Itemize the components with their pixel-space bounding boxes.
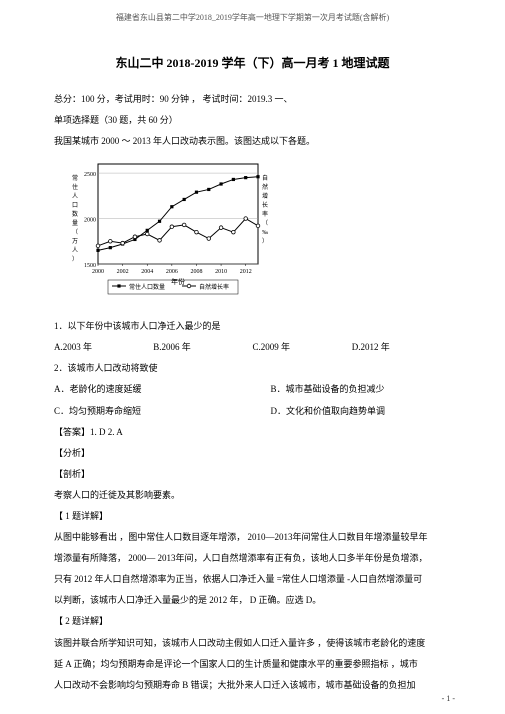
section-line: 单项选择题（30 题，共 60 分） — [54, 112, 451, 129]
q1-opt-c: C.2009 年 — [253, 339, 352, 356]
svg-text:自然增长率: 自然增长率 — [199, 283, 229, 291]
q1-stem: 1．以下年份中该城市人口净迁入最少的是 — [54, 318, 451, 335]
svg-text:2006: 2006 — [166, 269, 178, 275]
detail1-l2: 增添量有所降落， 2000— 2013年间，人口自然增添率有正有负，该地人口多半… — [54, 550, 451, 567]
q2-row1: A．老龄化的速度延缓 B．城市基础设备的负担减少 — [54, 381, 451, 398]
svg-text:2012: 2012 — [240, 269, 252, 275]
svg-text:人: 人 — [72, 247, 78, 254]
svg-text:然: 然 — [262, 183, 268, 191]
q2-opt-a: A．老龄化的速度延缓 — [54, 381, 271, 398]
svg-text:量: 量 — [72, 220, 78, 227]
q2-opt-b: B．城市基础设备的负担减少 — [271, 381, 451, 398]
pouxi-body: 考察人口的迁徙及其影响要素。 — [54, 487, 451, 504]
detail1-l3: 只有 2012 年人口自然增添率为正当，依据人口净迁入量 =常住人口增添量 -人… — [54, 571, 451, 588]
svg-text:）: ） — [262, 238, 268, 245]
detail2-l2: 延 A 正确；均匀预期寿命是评论一个国家人口的生计质量和健康水平的重要参照指标 … — [54, 656, 451, 673]
detail1-l1: 从图中能够看出 ，图中常住人口数目逐年增添， 2010—2013年间常住人口数目… — [54, 529, 451, 546]
q1-opt-a: A.2003 年 — [54, 339, 153, 356]
svg-text:2500: 2500 — [84, 172, 96, 178]
q1-opt-d: D.2012 年 — [352, 339, 451, 356]
svg-text:）: ） — [72, 256, 78, 263]
page-number: - 1 - — [442, 691, 455, 706]
svg-text:万: 万 — [72, 238, 78, 245]
svg-text:2000: 2000 — [84, 218, 96, 224]
detail2-h: 【 2 题详解】 — [54, 613, 451, 630]
q2-stem: 2．该城市人口改动将致使 — [54, 360, 451, 377]
pouxi-h: 【剖析】 — [54, 466, 451, 483]
detail2-l1: 该图并联合所学知识可知，该城市人口改动主假如人口迁入量许多 ，使得该城市老龄化的… — [54, 635, 451, 652]
svg-text:（: （ — [72, 229, 78, 236]
q2-row2: C．均匀预期寿命缩短 D．文化和价值取向趋势单调 — [54, 403, 451, 420]
detail1-l4: 以判断，该城市人口净迁入量最少的是 2012 年， D 正确。应选 D。 — [54, 592, 451, 609]
doc-header: 福建省东山县第二中学2018_2019学年高一地理下学期第一次月考试题(含解析) — [0, 10, 505, 25]
q2-opt-c: C．均匀预期寿命缩短 — [54, 403, 271, 420]
svg-text:率: 率 — [262, 210, 268, 218]
svg-text:增: 增 — [262, 192, 268, 200]
svg-text:口: 口 — [72, 202, 78, 209]
answer: 【答案】1. D 2. A — [54, 424, 451, 441]
population-chart: 1500200025002000200220042006200820102012… — [62, 156, 272, 312]
svg-text:2000: 2000 — [92, 269, 104, 275]
svg-text:人: 人 — [72, 193, 78, 200]
svg-text:2002: 2002 — [117, 269, 129, 275]
svg-text:常住人口数量: 常住人口数量 — [129, 283, 165, 291]
fenxi-h: 【分析】 — [54, 445, 451, 462]
q1-opt-b: B.2006 年 — [153, 339, 252, 356]
detail2-l3: 人口改动不会影响均匀预期寿命 B 错误；大批外来人口迁入该城市，城市基础设备的负… — [54, 677, 451, 694]
svg-text:长: 长 — [262, 201, 268, 209]
intro-line: 我国某城市 2000 ～ 2013 年人口改动表示图。该图达成以下各题。 — [54, 133, 451, 150]
svg-text:年份: 年份 — [171, 277, 185, 286]
svg-text:2010: 2010 — [215, 269, 227, 275]
svg-text:自: 自 — [262, 174, 268, 182]
svg-text:‰: ‰ — [262, 230, 268, 236]
svg-text:2004: 2004 — [141, 269, 153, 275]
svg-text:数: 数 — [72, 210, 78, 218]
doc-title: 东山二中 2018-2019 学年（下）高一月考 1 地理试题 — [54, 52, 451, 75]
svg-text:2008: 2008 — [190, 269, 202, 275]
svg-text:（: （ — [262, 220, 268, 227]
q2-opt-d: D．文化和价值取向趋势单调 — [271, 403, 451, 420]
q1-options: A.2003 年 B.2006 年 C.2009 年 D.2012 年 — [54, 339, 451, 356]
svg-text:常: 常 — [72, 174, 78, 182]
svg-text:住: 住 — [72, 183, 78, 191]
detail1-h: 【 1 题详解】 — [54, 508, 451, 525]
meta-line: 总分：100 分，考试用时：90 分钟 ， 考试时间：2019.3 一、 — [54, 91, 451, 108]
